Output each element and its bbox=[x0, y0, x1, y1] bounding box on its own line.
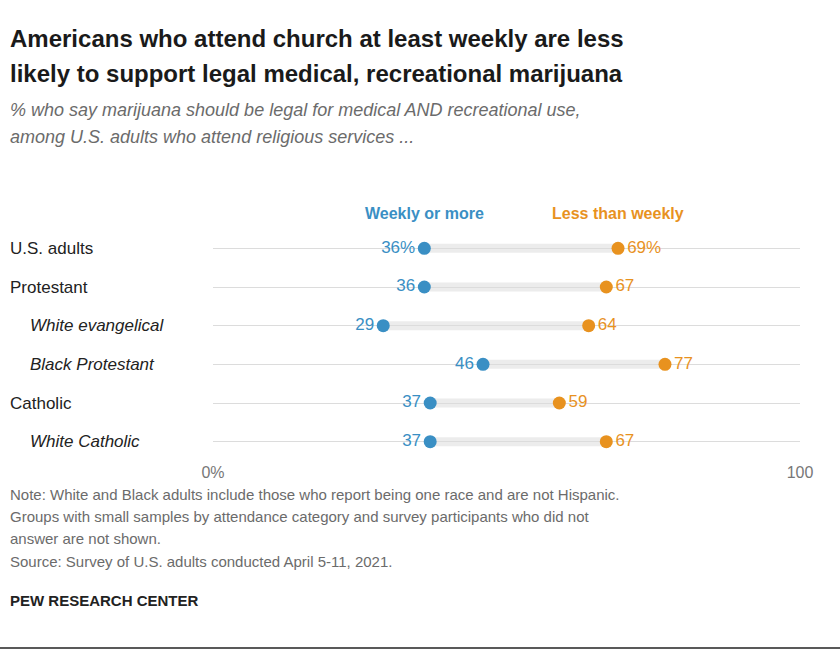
svg-text:White evangelical: White evangelical bbox=[30, 316, 164, 335]
svg-text:69%: 69% bbox=[627, 238, 661, 257]
svg-text:answer are not shown.: answer are not shown. bbox=[10, 530, 161, 547]
svg-text:59: 59 bbox=[568, 392, 587, 411]
svg-text:Groups with small samples by a: Groups with small samples by attendance … bbox=[10, 508, 589, 525]
svg-text:0%: 0% bbox=[201, 464, 224, 481]
svg-text:67: 67 bbox=[615, 276, 634, 295]
svg-text:Black Protestant: Black Protestant bbox=[30, 355, 155, 374]
svg-text:likely to support legal medica: likely to support legal medical, recreat… bbox=[10, 60, 623, 87]
svg-text:Less than weekly: Less than weekly bbox=[552, 205, 684, 222]
svg-text:64: 64 bbox=[598, 315, 617, 334]
svg-text:White Catholic: White Catholic bbox=[30, 432, 140, 451]
svg-text:100: 100 bbox=[787, 464, 814, 481]
svg-text:67: 67 bbox=[615, 431, 634, 450]
svg-text:among U.S. adults who attend r: among U.S. adults who attend religious s… bbox=[10, 127, 414, 147]
svg-text:Catholic: Catholic bbox=[10, 394, 72, 413]
svg-text:Protestant: Protestant bbox=[10, 278, 88, 297]
svg-text:29: 29 bbox=[355, 315, 374, 334]
svg-text:36: 36 bbox=[396, 276, 415, 295]
svg-text:37: 37 bbox=[402, 392, 421, 411]
svg-text:Note: White and Black adults i: Note: White and Black adults include tho… bbox=[10, 486, 620, 503]
svg-text:77: 77 bbox=[674, 354, 693, 373]
svg-text:46: 46 bbox=[455, 354, 474, 373]
svg-text:PEW RESEARCH CENTER: PEW RESEARCH CENTER bbox=[10, 592, 199, 609]
svg-text:Source: Survey of U.S. adults: Source: Survey of U.S. adults conducted … bbox=[10, 553, 392, 570]
svg-text:36%: 36% bbox=[381, 238, 415, 257]
svg-text:Weekly or more: Weekly or more bbox=[365, 205, 484, 222]
svg-text:Americans who attend church at: Americans who attend church at least wee… bbox=[10, 25, 624, 52]
svg-text:37: 37 bbox=[402, 431, 421, 450]
svg-text:U.S. adults: U.S. adults bbox=[10, 239, 93, 258]
svg-text:% who say marijuana should be: % who say marijuana should be legal for … bbox=[10, 100, 581, 120]
